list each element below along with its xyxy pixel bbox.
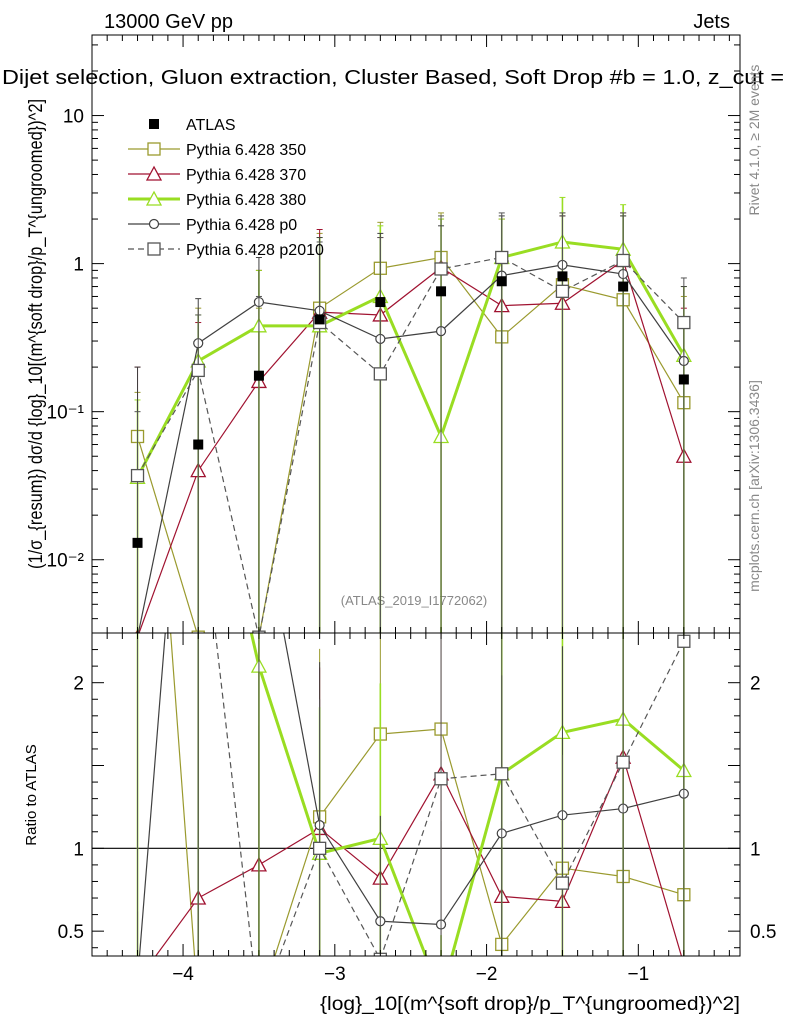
y-tick-label: 10 bbox=[63, 107, 84, 128]
ratio-line bbox=[170, 633, 685, 956]
analysis-watermark: (ATLAS_2019_I1772062) bbox=[341, 593, 487, 608]
y-tick-label: 1 bbox=[73, 255, 84, 276]
main-series bbox=[129, 196, 692, 633]
data-point bbox=[191, 363, 205, 378]
x-tick-label: −3 bbox=[324, 964, 346, 985]
ratio-series-1 bbox=[131, 633, 685, 987]
data-point bbox=[434, 262, 448, 276]
legend-label: Pythia 6.428 p2010 bbox=[186, 242, 324, 259]
y-axis-label: (1/σ_{resum}) dσ/d {log}_10[(m^{soft dro… bbox=[26, 99, 47, 569]
legend-marker bbox=[148, 218, 160, 230]
series-line bbox=[138, 259, 685, 633]
atlas-point bbox=[314, 314, 325, 325]
series-1 bbox=[134, 212, 692, 633]
series-line bbox=[137, 256, 685, 633]
series-0 bbox=[130, 212, 691, 633]
data-point bbox=[130, 468, 145, 483]
legend-label: Pythia 6.428 380 bbox=[186, 192, 306, 209]
atlas-point bbox=[678, 374, 689, 385]
ratio-line bbox=[249, 633, 685, 956]
legend-label: ATLAS bbox=[186, 117, 236, 134]
ratio-point bbox=[555, 876, 570, 890]
ratio-line bbox=[214, 633, 685, 956]
series-line bbox=[137, 264, 685, 633]
legend-label: Pythia 6.428 350 bbox=[186, 142, 306, 159]
ratio-tick-label-right: 2 bbox=[750, 674, 761, 695]
legend-label: Pythia 6.428 p0 bbox=[186, 217, 297, 234]
ratio-line bbox=[154, 755, 683, 956]
ratio-plot bbox=[92, 180, 740, 1017]
ratio-point bbox=[132, 180, 144, 192]
ratio-point bbox=[253, 1000, 265, 1012]
legend-marker bbox=[149, 119, 159, 129]
ratio-point bbox=[131, 974, 145, 987]
data-point bbox=[616, 253, 630, 268]
atlas-point bbox=[375, 297, 386, 308]
legend-label: Pythia 6.428 370 bbox=[186, 167, 306, 184]
atlas-point bbox=[132, 537, 143, 548]
x-tick-label: −1 bbox=[627, 964, 649, 985]
header-right: Jets bbox=[693, 11, 730, 33]
atlas-data bbox=[132, 271, 689, 548]
x-tick-label: −2 bbox=[476, 964, 498, 985]
legend-entry-2: Pythia 6.428 380 bbox=[128, 190, 306, 209]
ratio-tick-label-right: 0.5 bbox=[750, 922, 776, 943]
ratio-y-axis-label: Ratio to ATLAS bbox=[23, 744, 40, 845]
data-point bbox=[373, 367, 387, 381]
atlas-point bbox=[557, 271, 568, 282]
data-point bbox=[555, 284, 570, 298]
y-tick-label: 10⁻¹ bbox=[47, 403, 85, 424]
legend-marker bbox=[147, 242, 161, 256]
ratio-point bbox=[312, 841, 327, 855]
ratio-point bbox=[192, 1000, 204, 1012]
x-tick-label: −4 bbox=[172, 964, 194, 985]
ratio-frame bbox=[91, 632, 741, 957]
x-axis-label: {log}_10[(m^{soft drop}/p_T^{ungroomed})… bbox=[320, 994, 740, 1015]
ratio-point bbox=[133, 976, 142, 985]
legend-marker bbox=[145, 165, 163, 181]
atlas-point bbox=[193, 439, 204, 450]
data-point bbox=[677, 315, 691, 330]
side-mcplots-label: mcplots.cern.ch [arXiv:1306.3436] bbox=[746, 380, 762, 592]
legend: ATLAS Pythia 6.428 350 Pythia 6.428 370 Pyt… bbox=[128, 117, 324, 259]
ratio-point bbox=[616, 755, 630, 769]
legend-entry-atlas: ATLAS bbox=[149, 117, 236, 134]
ratio-series bbox=[131, 180, 692, 1017]
main-plot bbox=[129, 196, 692, 633]
atlas-point bbox=[496, 276, 507, 287]
series-line bbox=[136, 256, 685, 633]
series-4 bbox=[130, 212, 691, 633]
ratio-tick-label: 0.5 bbox=[58, 922, 84, 943]
legend-entry-3: Pythia 6.428 p0 bbox=[128, 217, 297, 234]
legend-entry-4: Pythia 6.428 p2010 bbox=[128, 242, 324, 259]
atlas-point bbox=[436, 286, 447, 297]
plot-frames: −4 −3 −2 −1 10⁻² 10⁻¹ 1 10 0.5 0.5 1 1 2 2 bbox=[47, 34, 776, 985]
ratio-point bbox=[495, 767, 509, 781]
ratio-point bbox=[683, 955, 684, 956]
series-3 bbox=[134, 215, 689, 633]
ratio-tick-label: 2 bbox=[73, 674, 84, 695]
series-line bbox=[136, 240, 686, 479]
atlas-point bbox=[618, 281, 629, 292]
atlas-point bbox=[253, 370, 264, 381]
ratio-series-2 bbox=[136, 633, 692, 956]
ratio-tick-label: 1 bbox=[73, 839, 84, 860]
header-left: 13000 GeV pp bbox=[104, 11, 233, 33]
legend-entry-0: Pythia 6.428 350 bbox=[128, 142, 306, 159]
ratio-point bbox=[434, 772, 448, 786]
ratio-tick-label-right: 1 bbox=[750, 839, 761, 860]
legend-marker bbox=[147, 142, 161, 156]
side-rivet-label: Rivet 4.1.0, ≥ 2M events bbox=[746, 65, 762, 216]
ratio-series-4 bbox=[137, 633, 691, 1017]
chart-title: Dijet selection, Gluon extraction, Clust… bbox=[2, 67, 784, 89]
legend-marker bbox=[145, 190, 163, 206]
ratio-line bbox=[138, 633, 684, 956]
legend-entry-1: Pythia 6.428 370 bbox=[128, 165, 306, 184]
ratio-point bbox=[253, 1005, 265, 1017]
y-tick-label: 10⁻² bbox=[47, 551, 85, 572]
data-point bbox=[495, 250, 509, 265]
